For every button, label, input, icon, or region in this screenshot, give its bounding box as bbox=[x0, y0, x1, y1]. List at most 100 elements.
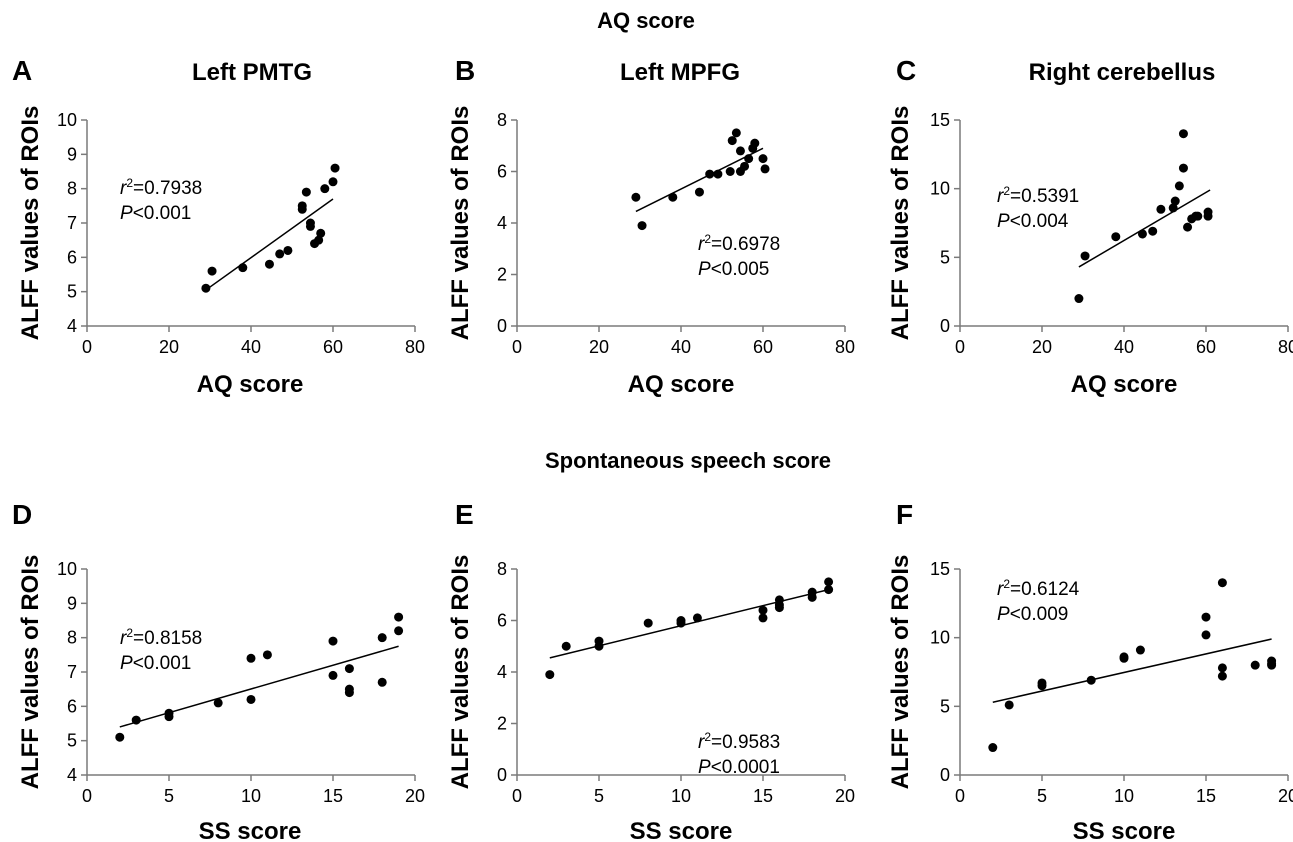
y-tick-label: 10 bbox=[57, 559, 77, 579]
p-symbol: P bbox=[698, 757, 711, 778]
p-value-annotation: P<0.0001 bbox=[698, 757, 780, 778]
p-value-annotation: P<0.009 bbox=[997, 604, 1068, 625]
x-tick-label: 60 bbox=[323, 337, 343, 357]
data-point bbox=[668, 192, 678, 202]
p-value-annotation: P<0.001 bbox=[120, 203, 191, 224]
x-tick-label: 0 bbox=[955, 786, 965, 806]
y-axis-label: ALFF values of ROIs bbox=[887, 555, 914, 790]
data-point bbox=[1156, 204, 1166, 214]
x-tick-label: 15 bbox=[1196, 786, 1216, 806]
data-point bbox=[758, 613, 768, 623]
data-point bbox=[1217, 578, 1227, 588]
r-symbol: r bbox=[120, 178, 127, 199]
data-point bbox=[131, 715, 141, 725]
data-point bbox=[758, 154, 768, 164]
x-axis-label: SS score bbox=[630, 818, 733, 842]
data-point bbox=[262, 650, 272, 660]
chart-panel-a: A Left PMTG 0 20 40 60 80 4 5 6 7 8 9 10 AQ score ALFF … bbox=[12, 55, 425, 398]
superscript-two: 2 bbox=[1003, 577, 1010, 591]
y-axis-label: ALFF values of ROIs bbox=[447, 555, 474, 790]
p-value: <0.0001 bbox=[711, 757, 780, 778]
r-squared-annotation: r2=0.6978 bbox=[698, 232, 780, 255]
data-point bbox=[1174, 181, 1184, 191]
data-point bbox=[740, 161, 750, 171]
y-tick-label: 6 bbox=[67, 696, 77, 716]
p-value: <0.005 bbox=[711, 259, 770, 280]
data-point bbox=[1086, 675, 1096, 685]
x-tick-label: 60 bbox=[753, 337, 773, 357]
data-point bbox=[760, 164, 770, 174]
data-point bbox=[377, 633, 387, 643]
data-point bbox=[713, 169, 723, 179]
data-point bbox=[824, 577, 834, 587]
panel-letter: F bbox=[896, 499, 913, 530]
x-tick-label: 80 bbox=[405, 337, 425, 357]
y-axis-label: ALFF values of ROIs bbox=[17, 106, 44, 341]
x-tick-label: 80 bbox=[1278, 337, 1293, 357]
y-tick-label: 9 bbox=[67, 593, 77, 613]
panel-letter: E bbox=[455, 499, 474, 530]
data-point bbox=[988, 743, 998, 753]
superscript-two: 2 bbox=[126, 626, 133, 640]
data-point bbox=[1201, 612, 1211, 622]
x-tick-label: 80 bbox=[835, 337, 855, 357]
p-value-annotation: P<0.005 bbox=[698, 259, 769, 280]
data-point bbox=[1111, 232, 1121, 242]
r-squared-annotation: r2=0.9583 bbox=[698, 730, 780, 753]
p-value-annotation: P<0.004 bbox=[997, 211, 1069, 232]
data-point bbox=[1137, 229, 1147, 239]
data-point bbox=[692, 613, 702, 623]
superscript-two: 2 bbox=[704, 730, 711, 744]
data-point bbox=[1170, 196, 1180, 206]
data-point bbox=[264, 259, 274, 269]
panel-title: Left MPFG bbox=[620, 59, 740, 86]
panel-letter: B bbox=[455, 55, 475, 86]
y-tick-label: 4 bbox=[497, 662, 507, 682]
p-value: <0.001 bbox=[133, 653, 192, 674]
data-point bbox=[705, 169, 715, 179]
superscript-two: 2 bbox=[126, 176, 133, 190]
x-axis-label: AQ score bbox=[1071, 371, 1178, 398]
y-tick-label: 7 bbox=[67, 213, 77, 233]
data-point bbox=[1080, 251, 1090, 261]
r-squared-value: =0.6978 bbox=[711, 234, 780, 255]
data-point bbox=[213, 698, 223, 708]
y-tick-label: 6 bbox=[497, 162, 507, 182]
p-value: <0.009 bbox=[1010, 604, 1069, 625]
r-squared-value: =0.9583 bbox=[711, 732, 780, 753]
data-point bbox=[328, 636, 338, 646]
data-point bbox=[207, 266, 217, 276]
x-tick-label: 40 bbox=[671, 337, 691, 357]
x-tick-label: 5 bbox=[1037, 786, 1047, 806]
data-point bbox=[238, 263, 248, 273]
r-symbol: r bbox=[120, 628, 127, 649]
data-point bbox=[1267, 659, 1277, 669]
data-point bbox=[1203, 207, 1213, 217]
y-tick-label: 4 bbox=[67, 765, 77, 785]
data-point bbox=[731, 128, 741, 138]
data-point bbox=[750, 138, 760, 148]
data-point bbox=[246, 694, 256, 704]
data-point bbox=[301, 187, 311, 197]
y-tick-label: 6 bbox=[67, 247, 77, 267]
data-point bbox=[328, 177, 338, 187]
y-tick-label: 7 bbox=[67, 662, 77, 682]
data-point bbox=[1193, 211, 1203, 221]
data-point bbox=[1250, 660, 1260, 670]
y-tick-label: 8 bbox=[67, 179, 77, 199]
y-tick-label: 5 bbox=[67, 282, 77, 302]
x-tick-label: 0 bbox=[512, 337, 522, 357]
data-point bbox=[201, 283, 211, 293]
y-tick-label: 15 bbox=[930, 559, 950, 579]
r-symbol: r bbox=[997, 579, 1004, 600]
trend-line bbox=[992, 638, 1272, 703]
trend-line bbox=[205, 198, 334, 291]
r-symbol: r bbox=[698, 732, 705, 753]
p-value: <0.001 bbox=[133, 203, 192, 224]
p-value-annotation: P<0.001 bbox=[120, 653, 191, 674]
y-tick-label: 4 bbox=[497, 213, 507, 233]
trend-line bbox=[549, 588, 829, 659]
x-tick-label: 20 bbox=[589, 337, 609, 357]
x-tick-label: 40 bbox=[241, 337, 261, 357]
data-point bbox=[774, 595, 784, 605]
